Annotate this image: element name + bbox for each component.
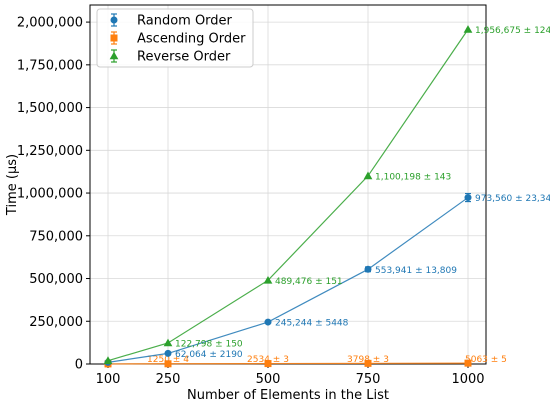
data-point-marker: [264, 318, 272, 326]
y-tick-label: 1,500,000: [17, 101, 83, 116]
x-tick-label: 500: [256, 372, 281, 387]
y-tick-label: 1,250,000: [17, 144, 83, 159]
y-tick-label: 750,000: [29, 229, 83, 244]
x-tick-label: 750: [356, 372, 381, 387]
series-random-order: 62,064 ± 2190 245,244 ± 5448 553,941 ± 13,…: [104, 192, 550, 366]
legend-label: Random Order: [137, 14, 233, 29]
data-point-marker: [109, 51, 119, 60]
y-axis-label: Time (µs): [5, 154, 20, 216]
data-label: 489,476 ± 151: [275, 277, 343, 287]
data-point-marker: [464, 359, 472, 367]
data-point-marker: [110, 16, 118, 24]
data-label: 122,798 ± 150: [175, 340, 243, 350]
series-layer: 1250 ± 4 2534 ± 3 3798 ± 3 5063 ± 562,064 ±…: [103, 25, 550, 368]
y-tick-label: 1,000,000: [17, 187, 83, 202]
y-tick-label: 1,750,000: [17, 58, 83, 73]
data-label: 553,941 ± 13,809: [375, 266, 457, 276]
data-label: 973,560 ± 23,345: [475, 194, 550, 204]
data-point-marker: [110, 34, 118, 42]
x-axis-label: Number of Elements in the List: [187, 388, 389, 403]
data-point-marker: [263, 275, 273, 284]
data-label: 1250 ± 4: [147, 355, 189, 365]
data-label: 3798 ± 3: [347, 355, 389, 365]
legend: Random Order Ascending Order Reverse Order: [96, 8, 254, 68]
x-tick-label: 250: [156, 372, 181, 387]
legend-box: [96, 8, 254, 68]
y-tick-label: 500,000: [29, 272, 83, 287]
data-point-marker: [164, 349, 172, 357]
x-tick-label: 100: [96, 372, 121, 387]
data-label: 5063 ± 5: [465, 355, 507, 365]
data-point-marker: [264, 360, 272, 368]
data-label: 1,956,675 ± 124: [475, 26, 550, 36]
legend-label: Reverse Order: [137, 50, 231, 65]
data-label: 2534 ± 3: [247, 355, 289, 365]
y-tick-label: 0: [75, 358, 83, 373]
data-point-marker: [103, 356, 113, 364]
axis-ticks: 0 250,000 500,000 750,000 1,000,000 1,250,000…: [17, 16, 485, 387]
series-ascending-order: 1250 ± 4 2534 ± 3 3798 ± 3 5063 ± 5: [104, 355, 507, 368]
data-point-marker: [163, 338, 173, 347]
data-point-marker: [364, 359, 372, 367]
y-tick-label: 250,000: [29, 315, 83, 330]
data-label: 245,244 ± 5448: [275, 319, 349, 329]
data-point-marker: [364, 265, 372, 273]
data-point-marker: [464, 194, 472, 202]
x-tick-label: 1000: [451, 372, 484, 387]
data-point-marker: [363, 171, 373, 180]
data-label: 62,064 ± 2190: [175, 350, 243, 360]
data-label: 1,100,198 ± 143: [375, 172, 451, 182]
data-point-marker: [463, 25, 473, 33]
legend-label: Ascending Order: [137, 32, 246, 47]
y-tick-label: 2,000,000: [17, 16, 83, 31]
series-reverse-order: 122,798 ± 150 489,476 ± 151 1,100,198 ± 14…: [103, 25, 550, 364]
data-point-marker: [164, 360, 172, 368]
